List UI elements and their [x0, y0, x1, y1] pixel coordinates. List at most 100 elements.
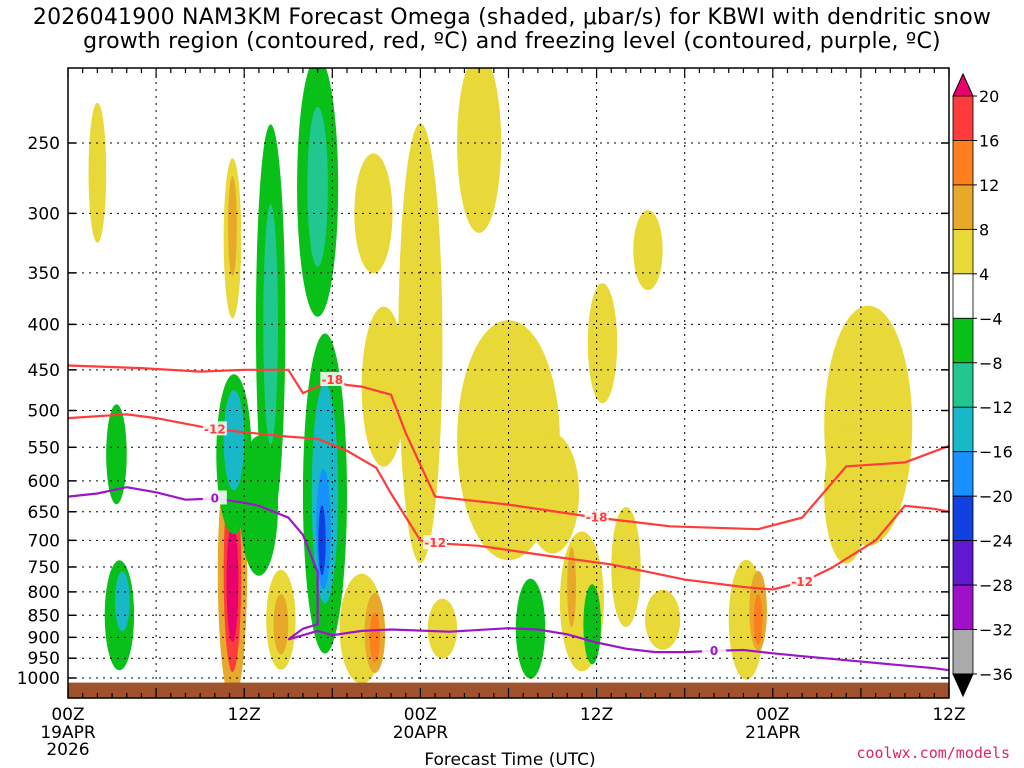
colorbar-segment [952, 362, 974, 408]
contour-label: -18 [321, 373, 343, 387]
colorbar-label: 12 [979, 176, 999, 195]
colorbar-segment [952, 228, 974, 275]
contour-label-bg [202, 421, 227, 436]
y-tick-label: 750 [28, 558, 60, 578]
colorbar-label: −16 [979, 443, 1013, 462]
omega-cell [369, 612, 381, 663]
x-tick-label: 00Z [756, 705, 789, 725]
omega-cell [361, 306, 406, 467]
omega-cell [753, 594, 763, 645]
y-tick-label: 300 [28, 204, 60, 224]
y-tick-label: 600 [28, 472, 60, 492]
y-tick-label: 650 [28, 503, 60, 523]
contour-label: -18 [586, 511, 608, 525]
omega-cell [587, 283, 618, 404]
contour-line [68, 413, 949, 591]
omega-cell [307, 106, 328, 267]
omega-cell [114, 571, 130, 632]
colorbar-segment [952, 629, 974, 675]
y-tick-label: 400 [28, 315, 60, 335]
omega-cell [824, 423, 869, 564]
colorbar-top-arrow [952, 72, 974, 97]
y-tick-label: 1000 [17, 669, 60, 689]
colorbar-label: −8 [979, 354, 1003, 373]
omega-cell [427, 598, 458, 659]
contour-label-bg [584, 509, 609, 524]
x-tick-label: 12Z [932, 705, 965, 725]
contour-line [68, 364, 949, 531]
omega-cell [633, 210, 663, 291]
x-tick-label: 12Z [580, 705, 613, 725]
colorbar-label: −36 [979, 665, 1013, 684]
omega-cell [645, 589, 681, 650]
colorbar-segment [952, 406, 974, 453]
x-axis-label: Forecast Time (UTC) [424, 750, 595, 768]
colorbar-segment [952, 95, 974, 141]
chart-title: 2026041900 NAM3KM Forecast Omega (shaded… [0, 6, 1024, 54]
contour-label: -12 [204, 422, 226, 436]
colorbar-segment [952, 451, 974, 497]
omega-cell [583, 584, 602, 665]
contour-label: 0 [710, 644, 718, 658]
contour-label-bg [423, 535, 448, 550]
contour-label-bg [202, 490, 227, 505]
colorbar: 20 16 12 8 4 −4 −8 −12 −16 −20 −24 −28 −32 −36 [952, 72, 1013, 698]
contour-line [68, 486, 949, 672]
y-tick-label: 250 [28, 134, 60, 154]
contour-label-bg [320, 371, 345, 386]
omega-cell [398, 123, 443, 564]
colorbar-label: −12 [979, 398, 1013, 417]
colorbar-label: 8 [979, 220, 989, 239]
omega-cell [88, 102, 107, 243]
y-tick-label: 800 [28, 583, 60, 603]
omega-cell [526, 433, 579, 554]
contour-label: 0 [211, 491, 219, 505]
x-tick-date-label: 20APR [393, 723, 449, 743]
colorbar-segment [952, 317, 974, 364]
colorbar-label: 20 [979, 87, 999, 106]
gridlines [68, 68, 949, 698]
colorbar-label: −24 [979, 532, 1013, 551]
omega-cell [263, 204, 278, 445]
y-tick-label: 700 [28, 531, 60, 551]
chart-title-line-1: 2026041900 NAM3KM Forecast Omega (shaded… [32, 5, 992, 30]
y-tick-label: 450 [28, 361, 60, 381]
omega-cell [228, 176, 237, 277]
credit-text: coolwx.com/models [856, 744, 1010, 762]
colorbar-label: −32 [979, 621, 1013, 640]
contour-label: -12 [791, 575, 813, 589]
omega-cell [106, 404, 127, 505]
y-tick-label: 900 [28, 628, 60, 648]
x-tick-year-label: 2026 [46, 740, 89, 760]
colorbar-label: −4 [979, 309, 1003, 328]
x-tick-label: 00Z [51, 705, 84, 725]
contour-label-bg [790, 574, 815, 589]
omega-cell [318, 505, 326, 576]
colorbar-label: 16 [979, 131, 999, 150]
omega-shading [88, 68, 913, 698]
y-tick-label: 850 [28, 606, 60, 626]
y-axis: 2503003504004505005506006507007508008509… [17, 134, 949, 689]
omega-cell [273, 594, 289, 655]
chart-title-line-2: growth region (contoured, red, ºC) and f… [83, 29, 941, 54]
colorbar-segment [952, 540, 974, 586]
y-tick-label: 950 [28, 649, 60, 669]
x-tick-date-label: 21APR [745, 723, 801, 743]
colorbar-segment [952, 584, 974, 630]
colorbar-segment [952, 184, 974, 230]
contour-label: -12 [424, 536, 446, 550]
colorbar-segment [952, 273, 974, 319]
omega-cell [457, 68, 502, 233]
y-tick-label: 500 [28, 402, 60, 422]
colorbar-bottom-arrow [952, 673, 974, 698]
omega-cell [354, 153, 393, 274]
y-tick-label: 550 [28, 438, 60, 458]
colorbar-label: 4 [979, 265, 989, 284]
omega-cell [226, 522, 239, 643]
colorbar-label: −20 [979, 487, 1013, 506]
contour-label-bg [702, 642, 727, 657]
x-tick-label: 00Z [404, 705, 437, 725]
x-tick-date-label: 19APR [40, 723, 96, 743]
